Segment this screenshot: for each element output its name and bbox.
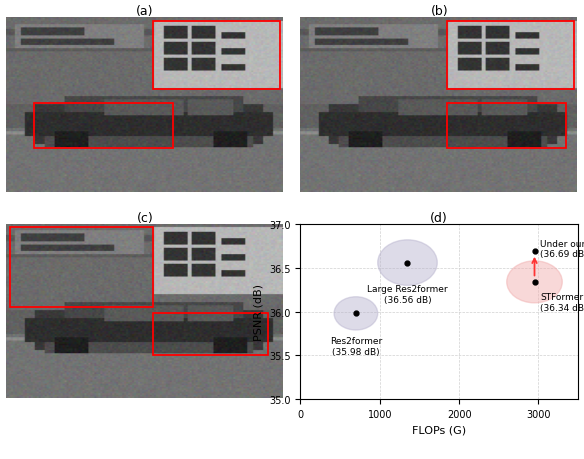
Ellipse shape xyxy=(334,297,378,330)
Bar xyxy=(447,22,574,90)
Ellipse shape xyxy=(378,241,437,286)
Bar xyxy=(447,104,566,149)
Text: Res2former
(35.98 dB): Res2former (35.98 dB) xyxy=(330,336,382,356)
Title: (d): (d) xyxy=(430,212,448,224)
Bar xyxy=(10,228,152,307)
Title: (a): (a) xyxy=(136,6,154,18)
Title: (c): (c) xyxy=(137,212,153,224)
Text: Under our framework
(36.69 dB): Under our framework (36.69 dB) xyxy=(540,239,584,259)
Bar xyxy=(152,313,268,355)
Text: Large Res2former
(36.56 dB): Large Res2former (36.56 dB) xyxy=(367,285,448,304)
Title: (b): (b) xyxy=(430,6,448,18)
Bar xyxy=(152,22,280,90)
Bar xyxy=(34,104,172,149)
Text: STFormer
(36.34 dB): STFormer (36.34 dB) xyxy=(540,293,584,312)
X-axis label: FLOPs (G): FLOPs (G) xyxy=(412,425,466,435)
Ellipse shape xyxy=(507,261,562,303)
Y-axis label: PSNR (dB): PSNR (dB) xyxy=(253,284,263,341)
